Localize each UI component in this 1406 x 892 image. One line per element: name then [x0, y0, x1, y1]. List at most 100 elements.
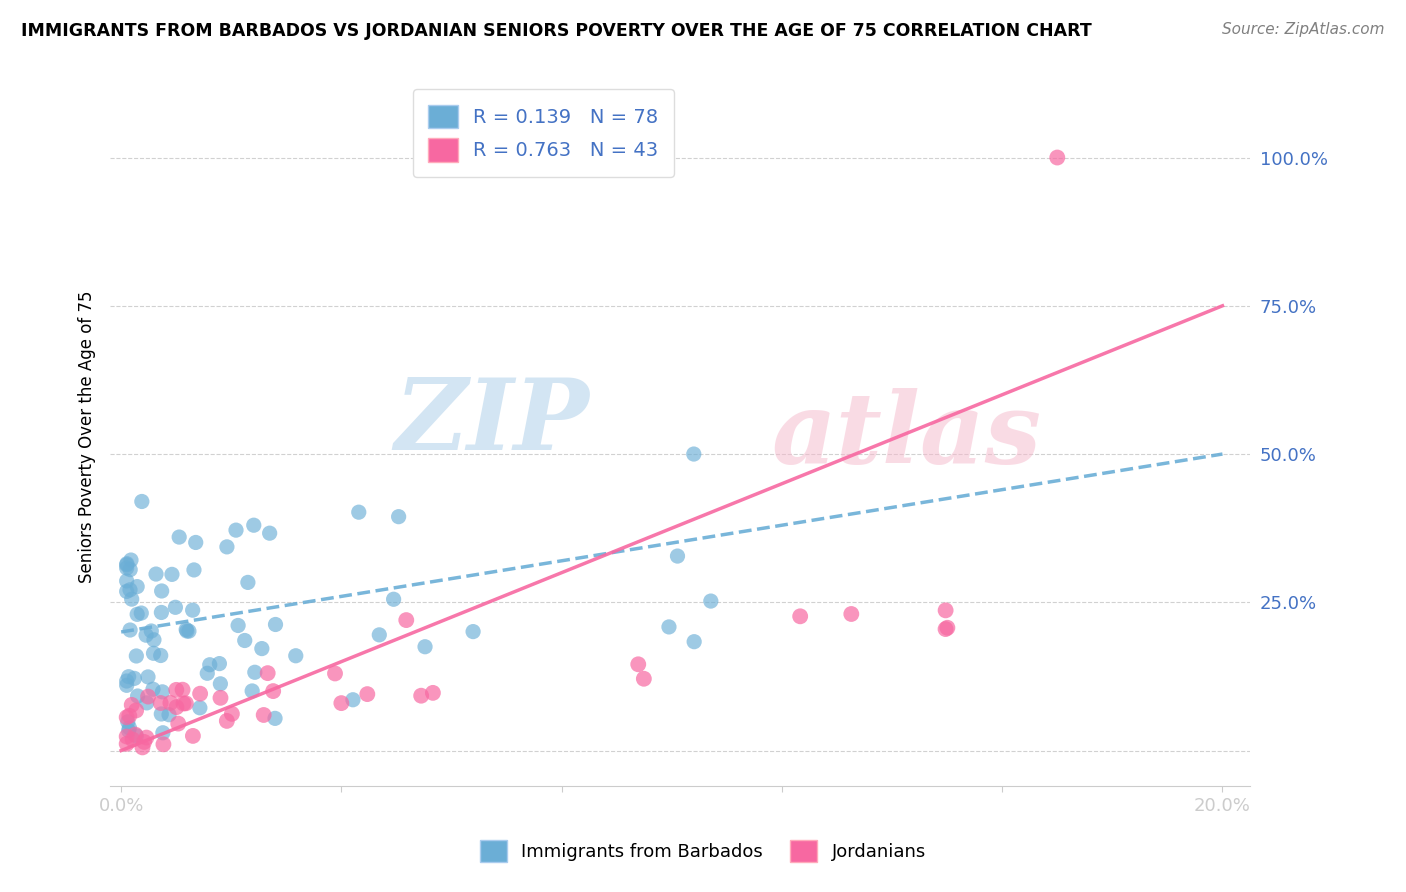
Point — [157, 707, 180, 722]
Point — [342, 692, 364, 706]
Legend: Immigrants from Barbados, Jordanians: Immigrants from Barbados, Jordanians — [472, 833, 934, 870]
Point — [368, 628, 391, 642]
Point — [262, 684, 284, 698]
Point — [131, 740, 153, 755]
Text: IMMIGRANTS FROM BARBADOS VS JORDANIAN SENIORS POVERTY OVER THE AGE OF 75 CORRELA: IMMIGRANTS FROM BARBADOS VS JORDANIAN SE… — [21, 22, 1092, 40]
Point — [115, 558, 138, 572]
Point — [149, 648, 172, 663]
Point — [115, 678, 138, 692]
Point — [181, 729, 204, 743]
Point — [183, 563, 205, 577]
Point — [259, 526, 281, 541]
Point — [150, 706, 173, 721]
Point — [165, 700, 187, 714]
Point — [117, 723, 139, 738]
Point — [125, 703, 148, 717]
Point — [240, 684, 263, 698]
Point — [422, 686, 444, 700]
Point — [208, 657, 231, 671]
Point — [125, 729, 148, 743]
Point — [174, 696, 197, 710]
Point — [159, 696, 181, 710]
Point — [124, 672, 146, 686]
Point — [347, 505, 370, 519]
Point — [242, 518, 264, 533]
Point — [1046, 151, 1069, 165]
Point — [165, 600, 187, 615]
Point — [236, 575, 259, 590]
Point — [121, 698, 143, 712]
Point — [115, 557, 138, 571]
Point — [176, 624, 198, 638]
Point — [150, 584, 173, 599]
Point — [188, 701, 211, 715]
Point — [173, 697, 195, 711]
Point — [124, 728, 146, 742]
Point — [142, 646, 165, 660]
Point — [120, 563, 142, 577]
Point — [330, 696, 353, 710]
Point — [666, 549, 689, 563]
Point — [188, 687, 211, 701]
Point — [243, 665, 266, 680]
Point — [226, 618, 249, 632]
Point — [253, 708, 276, 723]
Point — [225, 523, 247, 537]
Point — [633, 672, 655, 686]
Point — [177, 624, 200, 639]
Text: ZIP: ZIP — [394, 374, 589, 470]
Point — [167, 530, 190, 544]
Point — [627, 657, 650, 672]
Point — [127, 607, 149, 622]
Point — [149, 696, 172, 710]
Point — [129, 606, 152, 620]
Point — [382, 592, 405, 607]
Y-axis label: Seniors Poverty Over the Age of 75: Seniors Poverty Over the Age of 75 — [79, 290, 96, 582]
Legend: R = 0.139   N = 78, R = 0.763   N = 43: R = 0.139 N = 78, R = 0.763 N = 43 — [413, 89, 673, 178]
Point — [209, 677, 232, 691]
Point — [115, 730, 138, 744]
Point — [215, 540, 238, 554]
Point — [121, 732, 143, 747]
Point — [121, 592, 143, 607]
Point — [150, 685, 173, 699]
Point — [115, 673, 138, 688]
Point — [682, 447, 704, 461]
Point — [395, 613, 418, 627]
Point — [221, 706, 243, 721]
Point — [165, 682, 187, 697]
Point — [181, 603, 204, 617]
Point — [184, 535, 207, 549]
Point — [145, 567, 167, 582]
Point — [233, 633, 256, 648]
Point — [174, 623, 197, 637]
Point — [250, 641, 273, 656]
Point — [683, 634, 706, 648]
Point — [115, 710, 138, 724]
Text: atlas: atlas — [772, 388, 1042, 484]
Point — [142, 682, 165, 697]
Point — [118, 721, 141, 735]
Point — [936, 621, 959, 635]
Point — [115, 584, 138, 599]
Point — [388, 509, 411, 524]
Point — [160, 567, 183, 582]
Point — [117, 670, 139, 684]
Point — [209, 690, 232, 705]
Point — [935, 603, 957, 617]
Point — [136, 690, 159, 704]
Point — [215, 714, 238, 728]
Point — [323, 666, 346, 681]
Point — [136, 670, 159, 684]
Point — [264, 617, 287, 632]
Point — [413, 640, 436, 654]
Point — [131, 494, 153, 508]
Point — [284, 648, 307, 663]
Point — [411, 689, 433, 703]
Point — [142, 632, 165, 647]
Point — [115, 737, 138, 751]
Point — [700, 594, 723, 608]
Point — [115, 561, 138, 575]
Point — [167, 716, 190, 731]
Point — [356, 687, 378, 701]
